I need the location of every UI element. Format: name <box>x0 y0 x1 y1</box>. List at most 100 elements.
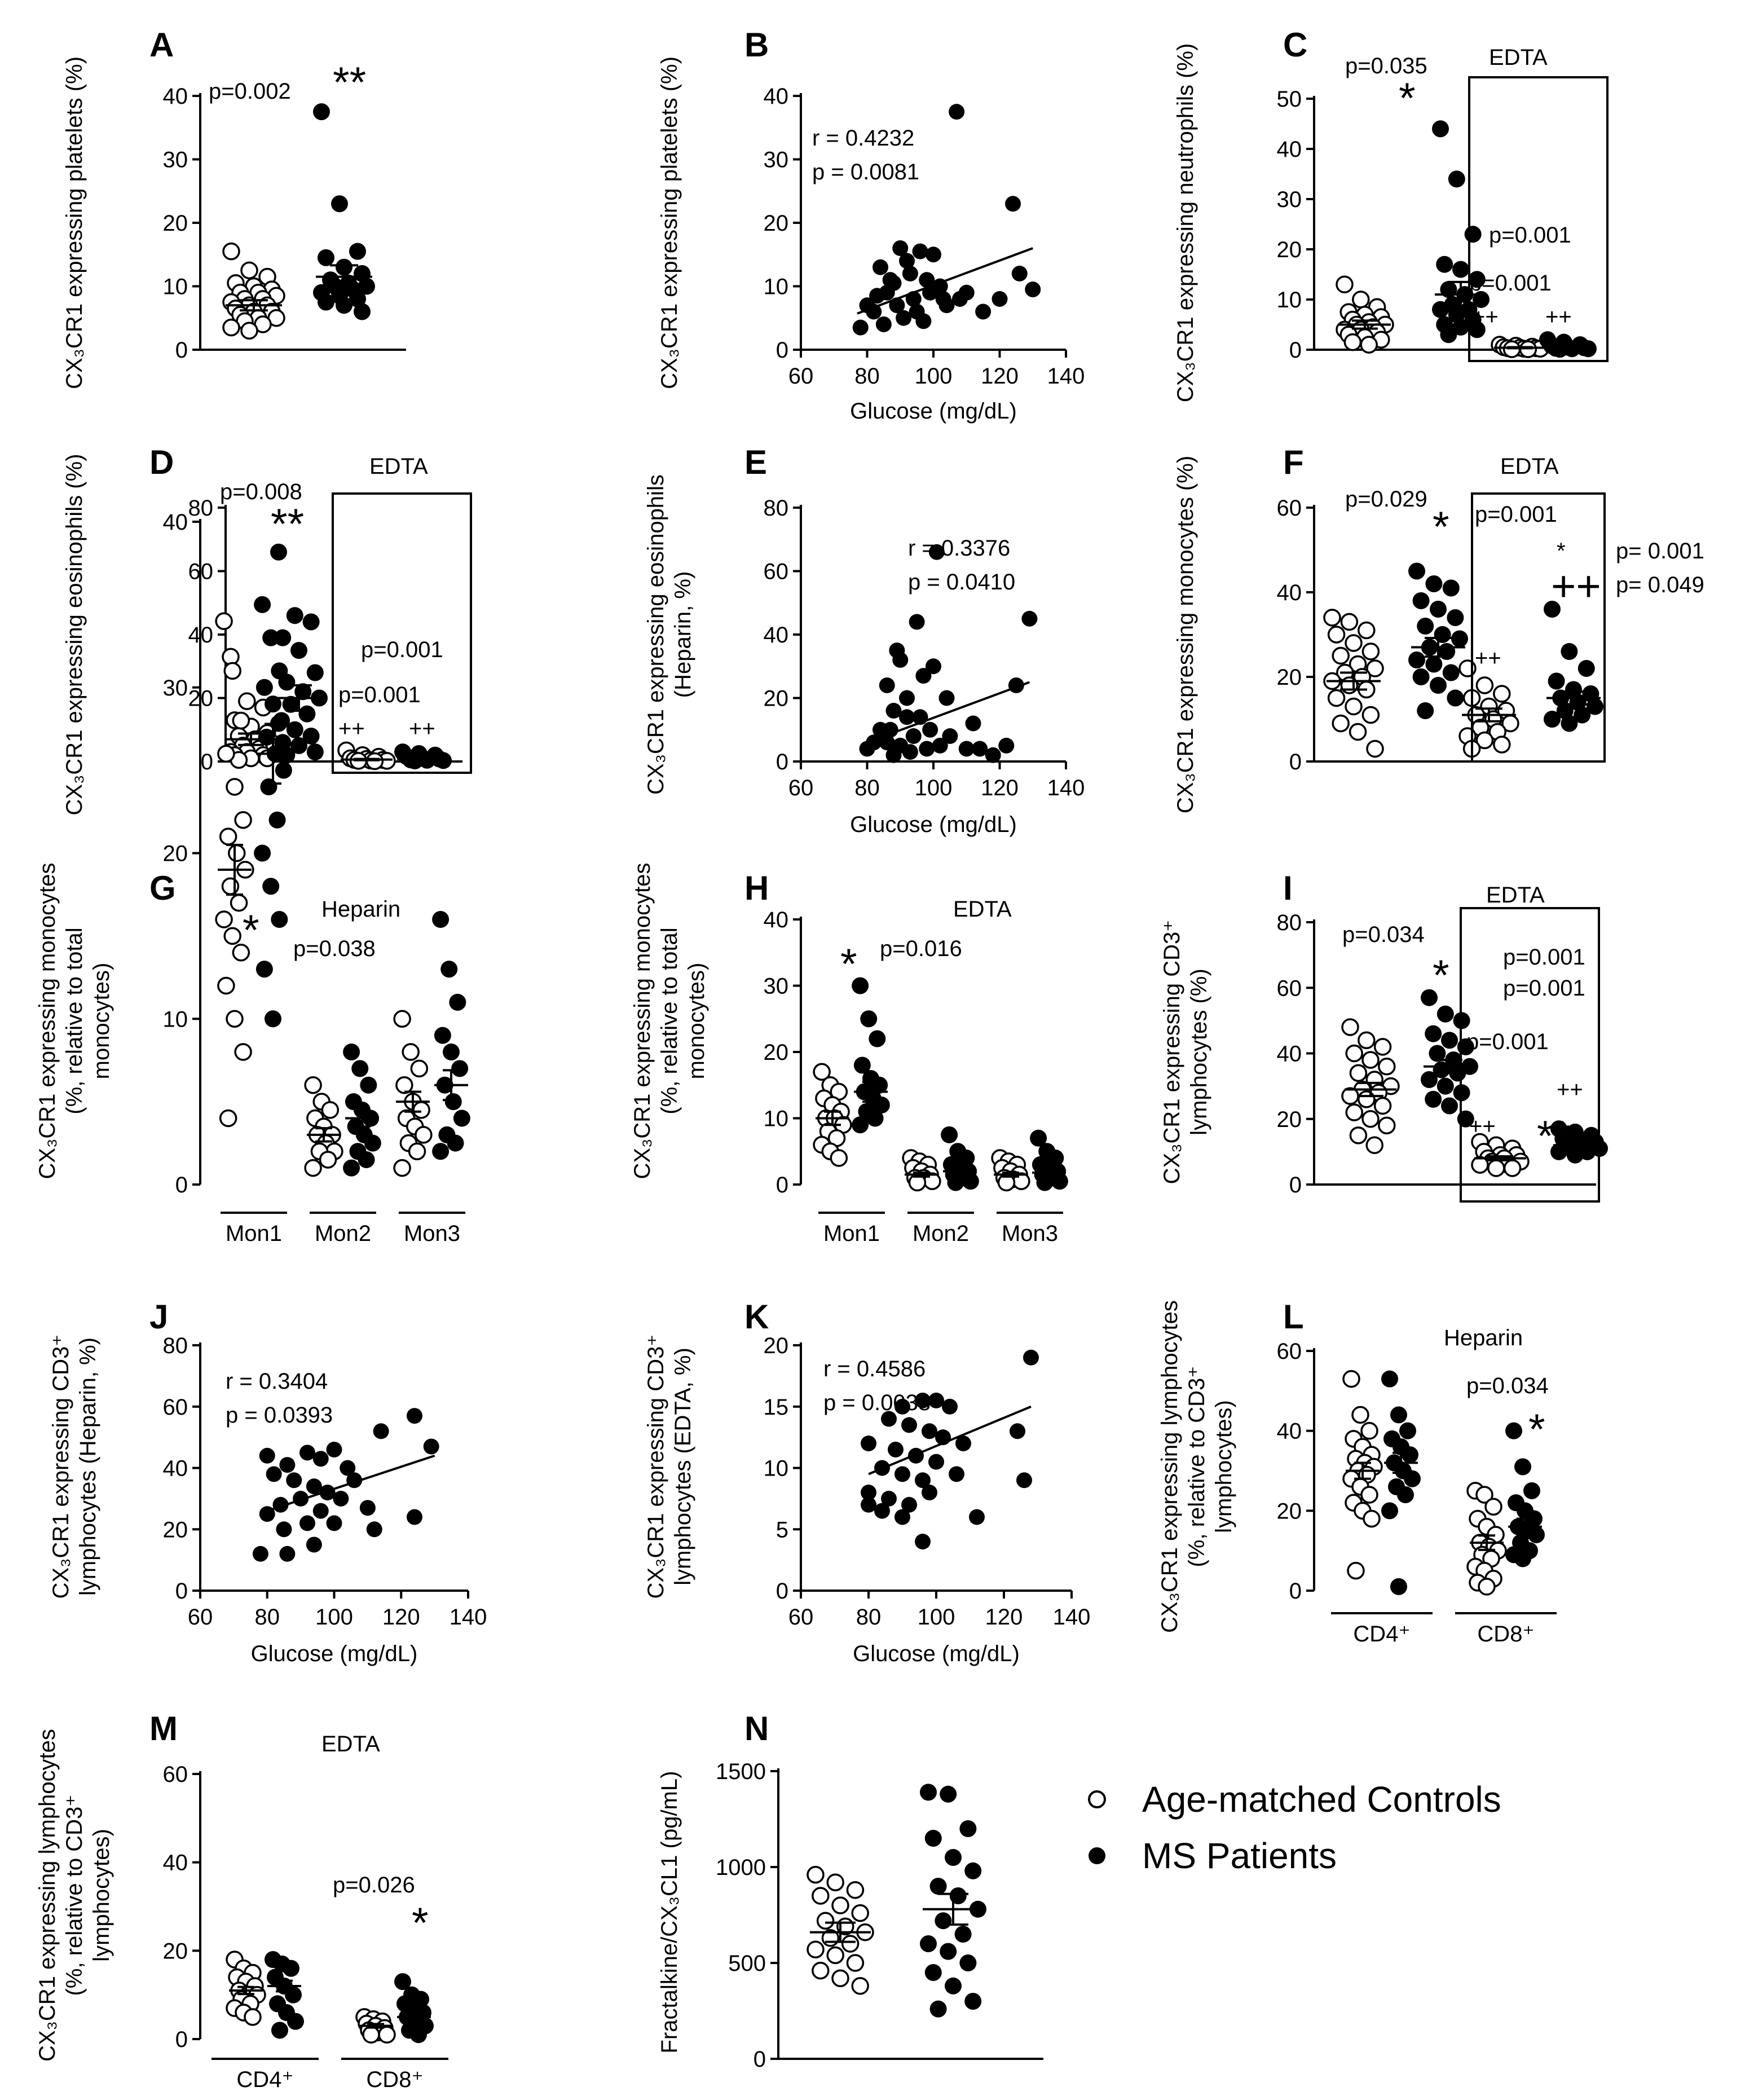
annotation: p=0.001 <box>361 637 443 662</box>
panel-letter: J <box>149 1298 168 1336</box>
data-point <box>853 1056 871 1074</box>
data-point <box>415 1126 433 1144</box>
data-point <box>940 1785 957 1803</box>
trend-line <box>267 1454 435 1512</box>
data-point <box>826 1946 844 1965</box>
y-axis-label: CX₃CR1 expressing CD3⁺ lymphocytes (EDTA,… <box>644 1335 695 1599</box>
x-tick-label: 80 <box>255 1605 280 1630</box>
data-point <box>1425 1090 1442 1108</box>
y-axis-label-line: monocytes) <box>684 963 709 1080</box>
data-point <box>1551 341 1568 358</box>
y-axis-label-line: CX₃CR1 expressing CD3⁺ <box>1160 920 1184 1185</box>
data-point <box>920 1784 937 1801</box>
data-point <box>1442 664 1460 681</box>
data-point <box>1345 634 1363 652</box>
data-point <box>362 2026 380 2044</box>
y-tick-label: 1500 <box>716 1759 766 1784</box>
category-label: Mon3 <box>404 1221 460 1246</box>
y-axis-label-line: lymphocytes) <box>89 1829 114 1962</box>
data-point <box>223 927 241 945</box>
panel-letter: L <box>1283 1298 1304 1336</box>
data-point <box>882 721 898 738</box>
data-point <box>1544 711 1561 728</box>
data-point <box>423 1438 439 1455</box>
data-point <box>1425 1025 1442 1042</box>
data-point <box>373 1423 389 1439</box>
y-axis-label: CX₃CR1 expressing neutrophils (%) <box>1173 43 1198 403</box>
data-point <box>1361 706 1380 724</box>
data-point <box>1404 1470 1421 1487</box>
data-point <box>1577 660 1595 677</box>
data-point <box>1408 651 1425 668</box>
y-axis-label-line: Fractalkine/CX₃CL1 (pg/mL) <box>657 1771 682 2054</box>
data-point <box>1378 1116 1396 1135</box>
data-point <box>1361 642 1380 661</box>
data-point <box>928 544 945 560</box>
data-point <box>861 1485 876 1500</box>
data-point <box>265 695 281 713</box>
data-point <box>279 1457 296 1473</box>
data-point <box>331 195 348 213</box>
data-point <box>393 1159 411 1177</box>
data-point <box>443 1044 460 1060</box>
annotation: * <box>1433 952 1449 1000</box>
y-axis-label: CX₃CR1 expressing platelets (%) <box>62 56 87 389</box>
panel-title: Heparin <box>1444 1326 1523 1350</box>
annotation: p=0.029 <box>1345 487 1427 512</box>
data-point <box>1030 1129 1047 1147</box>
panel-letter: A <box>149 26 174 64</box>
y-tick-label: 0 <box>776 1579 788 1604</box>
data-point <box>412 1101 430 1119</box>
y-tick-label: 0 <box>1289 750 1302 774</box>
y-axis-label: CX₃CR1 expressing monocytes (%, relative … <box>35 863 114 1179</box>
data-point <box>1360 336 1378 354</box>
data-point <box>965 715 981 732</box>
panel-letter: I <box>1283 869 1293 907</box>
y-tick-label: 50 <box>1277 87 1302 112</box>
annotation: p=0.008 <box>220 479 302 504</box>
data-point <box>223 662 241 680</box>
y-axis-label: CX₃CR1 expressing CD3⁺ lymphocytes (Hepar… <box>49 1335 100 1599</box>
annotation: p=0.038 <box>293 936 376 961</box>
data-point <box>852 319 869 336</box>
data-point <box>924 1830 942 1847</box>
data-point <box>874 1503 890 1519</box>
data-point <box>402 1043 420 1061</box>
annotation: EDTA <box>369 454 428 479</box>
y-tick-label: 0 <box>1289 1579 1302 1604</box>
data-point <box>1475 731 1494 750</box>
y-tick-label: 500 <box>728 1951 766 1976</box>
data-point <box>861 1496 876 1513</box>
data-point <box>285 1986 302 2004</box>
data-point <box>1005 196 1021 212</box>
data-point <box>1548 672 1565 690</box>
data-point <box>1484 1498 1502 1516</box>
data-point <box>1023 1349 1039 1366</box>
data-point <box>219 827 237 846</box>
data-point <box>942 1398 958 1415</box>
data-point <box>1343 333 1362 351</box>
data-point <box>1412 592 1430 609</box>
annotation: p=0.001 <box>338 683 421 707</box>
data-point <box>286 721 303 738</box>
data-point <box>830 1149 848 1167</box>
y-axis-label: CX₃CR1 expressing lymphocytes (%, relativ… <box>1157 1300 1236 1633</box>
annotation: * <box>243 906 259 954</box>
y-tick-label: 0 <box>201 750 213 774</box>
data-point <box>270 543 287 561</box>
data-point <box>1574 706 1591 724</box>
data-point <box>969 1509 985 1525</box>
x-tick-label: 80 <box>854 364 880 389</box>
data-point <box>366 1521 382 1538</box>
data-point <box>447 1134 464 1152</box>
data-point <box>1340 676 1359 694</box>
annotation: p= 0.001 <box>1616 539 1704 563</box>
category-label: Mon2 <box>913 1221 969 1246</box>
data-point <box>869 1030 886 1047</box>
data-point <box>885 703 902 719</box>
data-point <box>1327 689 1346 707</box>
category-label: CD4⁺ <box>236 2067 293 2092</box>
y-tick-label: 60 <box>764 560 789 584</box>
annotation: EDTA <box>1500 454 1559 479</box>
data-point <box>1468 321 1486 338</box>
